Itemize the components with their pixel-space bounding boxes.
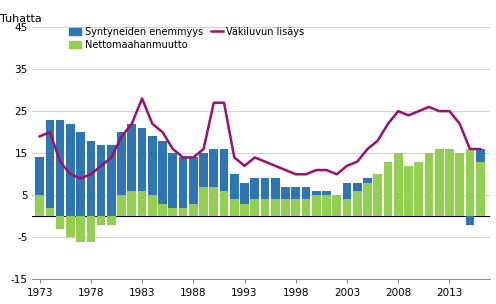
Bar xyxy=(404,166,413,216)
Bar xyxy=(353,191,362,216)
Bar xyxy=(179,208,187,216)
Bar xyxy=(435,191,443,216)
Bar xyxy=(46,208,54,216)
Bar xyxy=(230,199,239,216)
Bar xyxy=(199,187,208,216)
Bar xyxy=(158,140,167,216)
Bar xyxy=(476,149,485,216)
Bar xyxy=(302,199,310,216)
Bar xyxy=(404,178,413,216)
Bar xyxy=(363,178,372,216)
Bar xyxy=(199,153,208,216)
Bar xyxy=(117,132,126,216)
Text: Tuhatta: Tuhatta xyxy=(0,15,42,25)
Bar xyxy=(107,216,116,225)
Bar xyxy=(292,187,300,216)
Bar xyxy=(66,124,75,216)
Bar xyxy=(414,183,423,216)
Bar xyxy=(312,191,320,216)
Bar xyxy=(158,204,167,216)
Bar xyxy=(169,153,177,216)
Bar xyxy=(117,195,126,216)
Bar xyxy=(322,191,331,216)
Bar xyxy=(97,145,106,216)
Bar xyxy=(35,157,44,216)
Bar xyxy=(445,149,454,216)
Bar xyxy=(240,183,249,216)
Bar xyxy=(76,216,85,242)
Bar xyxy=(373,178,382,216)
Bar xyxy=(425,153,434,216)
Bar xyxy=(179,157,187,216)
Bar xyxy=(250,178,259,216)
Bar xyxy=(138,128,146,216)
Bar xyxy=(209,149,218,216)
Bar xyxy=(281,199,290,216)
Bar xyxy=(343,183,351,216)
Bar xyxy=(343,199,351,216)
Bar xyxy=(476,162,485,216)
Bar xyxy=(261,178,269,216)
Bar xyxy=(373,174,382,216)
Bar xyxy=(189,157,198,216)
Bar xyxy=(425,187,434,216)
Bar xyxy=(455,153,464,216)
Bar xyxy=(86,216,95,242)
Bar xyxy=(220,149,229,216)
Bar xyxy=(455,208,464,216)
Bar xyxy=(127,191,136,216)
Bar xyxy=(138,191,146,216)
Bar xyxy=(209,187,218,216)
Bar xyxy=(35,195,44,216)
Bar xyxy=(56,119,64,216)
Bar xyxy=(394,178,403,216)
Bar xyxy=(261,199,269,216)
Bar xyxy=(281,187,290,216)
Bar xyxy=(445,195,454,216)
Bar xyxy=(148,195,157,216)
Bar xyxy=(250,199,259,216)
Bar xyxy=(394,153,403,216)
Bar xyxy=(271,178,280,216)
Bar xyxy=(148,136,157,216)
Bar xyxy=(127,124,136,216)
Bar xyxy=(332,195,341,216)
Bar xyxy=(86,140,95,216)
Bar xyxy=(56,216,64,229)
Bar xyxy=(271,199,280,216)
Bar xyxy=(302,187,310,216)
Bar xyxy=(383,178,392,216)
Bar xyxy=(414,162,423,216)
Bar xyxy=(107,145,116,216)
Bar xyxy=(383,162,392,216)
Bar xyxy=(66,216,75,237)
Bar xyxy=(76,132,85,216)
Legend: Syntyneiden enemmyys, Nettomaahanmuutto, Väkiluvun lisäys: Syntyneiden enemmyys, Nettomaahanmuutto,… xyxy=(69,27,305,50)
Bar xyxy=(97,216,106,225)
Bar xyxy=(169,208,177,216)
Bar xyxy=(435,149,443,216)
Bar xyxy=(322,195,331,216)
Bar xyxy=(312,195,320,216)
Bar xyxy=(220,191,229,216)
Bar xyxy=(353,183,362,216)
Bar xyxy=(230,174,239,216)
Bar xyxy=(46,119,54,216)
Bar xyxy=(363,183,372,216)
Bar xyxy=(189,204,198,216)
Bar xyxy=(332,195,341,216)
Bar xyxy=(240,204,249,216)
Bar xyxy=(466,216,474,225)
Bar xyxy=(466,149,474,216)
Bar xyxy=(292,199,300,216)
